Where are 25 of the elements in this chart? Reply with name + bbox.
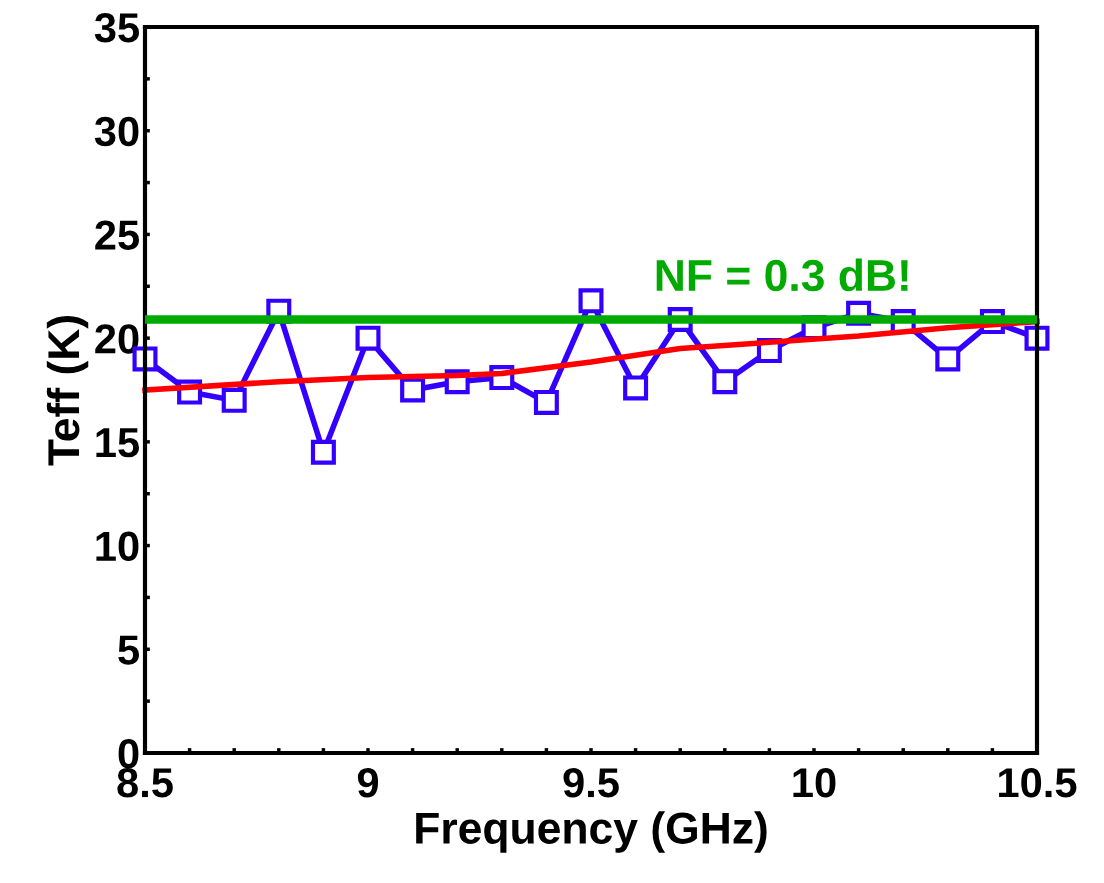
y-tick-label: 5	[118, 635, 139, 665]
point	[623, 375, 649, 401]
point	[355, 325, 381, 351]
x-tick-label: 8.5	[117, 767, 173, 798]
y-tick-label: 20	[95, 324, 139, 354]
y-tick-label: 10	[96, 531, 139, 562]
point	[221, 387, 247, 413]
point	[712, 369, 738, 395]
annotation: NF = 0.3 dB!	[656, 258, 908, 292]
x-tick-label: 9.5	[563, 767, 619, 798]
y-tick-label: 15	[96, 428, 139, 458]
point	[578, 288, 604, 314]
x-tick-label: 10	[793, 767, 836, 798]
point	[400, 377, 426, 403]
point	[533, 389, 559, 415]
x-axis-title: Frequency (GHz)	[416, 811, 767, 853]
y-tick-label: 30	[94, 116, 139, 147]
y-tick-label: 25	[95, 220, 139, 250]
point	[310, 439, 336, 465]
y-tick-label: 0	[118, 739, 139, 769]
y-tick-label: 35	[94, 13, 139, 43]
point	[935, 346, 961, 372]
y-axis-title: Teff (K)	[46, 316, 89, 466]
x-tick-label: 9	[357, 767, 379, 798]
x-tick-label: 10.5	[999, 767, 1077, 798]
